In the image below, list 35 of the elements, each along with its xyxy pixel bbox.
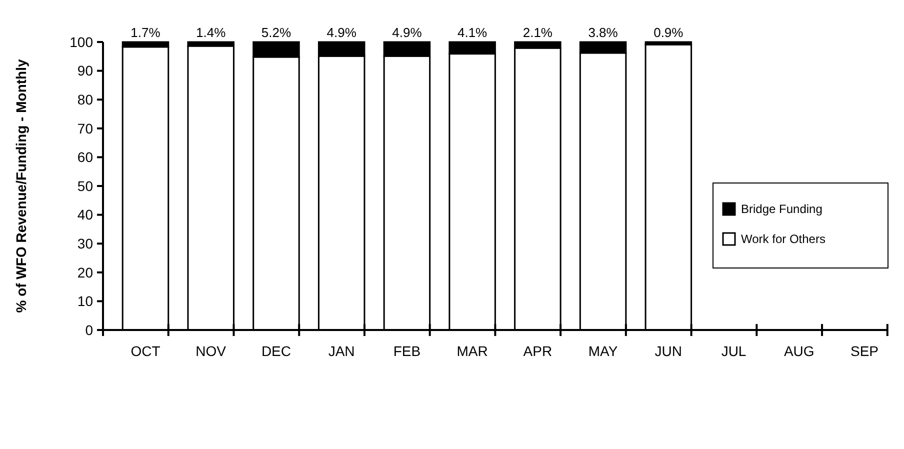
y-tick-label: 40 [77, 206, 94, 223]
x-tick-label: FEB [393, 343, 421, 359]
data-label: 2.1% [522, 25, 553, 40]
y-tick-label: 0 [85, 322, 94, 338]
x-tick-label: JUN [654, 343, 682, 359]
data-label: 4.1% [457, 25, 488, 40]
x-tick-label: DEC [261, 343, 291, 359]
x-tick-label: MAY [588, 343, 618, 359]
data-label: 1.4% [196, 25, 226, 40]
data-label: 3.8% [588, 25, 618, 40]
x-tick-label: NOV [196, 343, 227, 359]
y-axis-title: % of WFO Revenue/Funding - Monthly [13, 59, 29, 313]
data-label: 5.2% [261, 25, 292, 40]
x-tick-label: AUG [784, 343, 814, 359]
data-label: 4.9% [326, 25, 357, 40]
y-tick-label: 100 [70, 34, 94, 50]
y-tick-label: 10 [77, 293, 94, 310]
data-label: 0.9% [654, 25, 684, 40]
legend-label: Bridge Funding [741, 202, 822, 216]
y-tick-label: 50 [77, 178, 94, 194]
x-tick-label: JAN [328, 343, 355, 359]
x-tick-label: MAR [456, 343, 488, 359]
data-label: 4.9% [392, 25, 422, 40]
y-tick-label: 60 [77, 149, 94, 166]
y-tick-label: 20 [77, 264, 94, 280]
x-tick-label: SEP [850, 343, 879, 359]
x-tick-label: APR [523, 343, 552, 359]
data-label: 1.7% [130, 25, 161, 40]
x-tick-label: OCT [130, 343, 161, 359]
legend-label: Work for Others [741, 232, 826, 246]
x-tick-label: JUL [721, 343, 746, 359]
y-tick-label: 80 [77, 92, 94, 108]
y-tick-label: 70 [77, 120, 94, 136]
y-tick-label: 30 [77, 236, 94, 252]
y-tick-label: 90 [77, 62, 94, 79]
